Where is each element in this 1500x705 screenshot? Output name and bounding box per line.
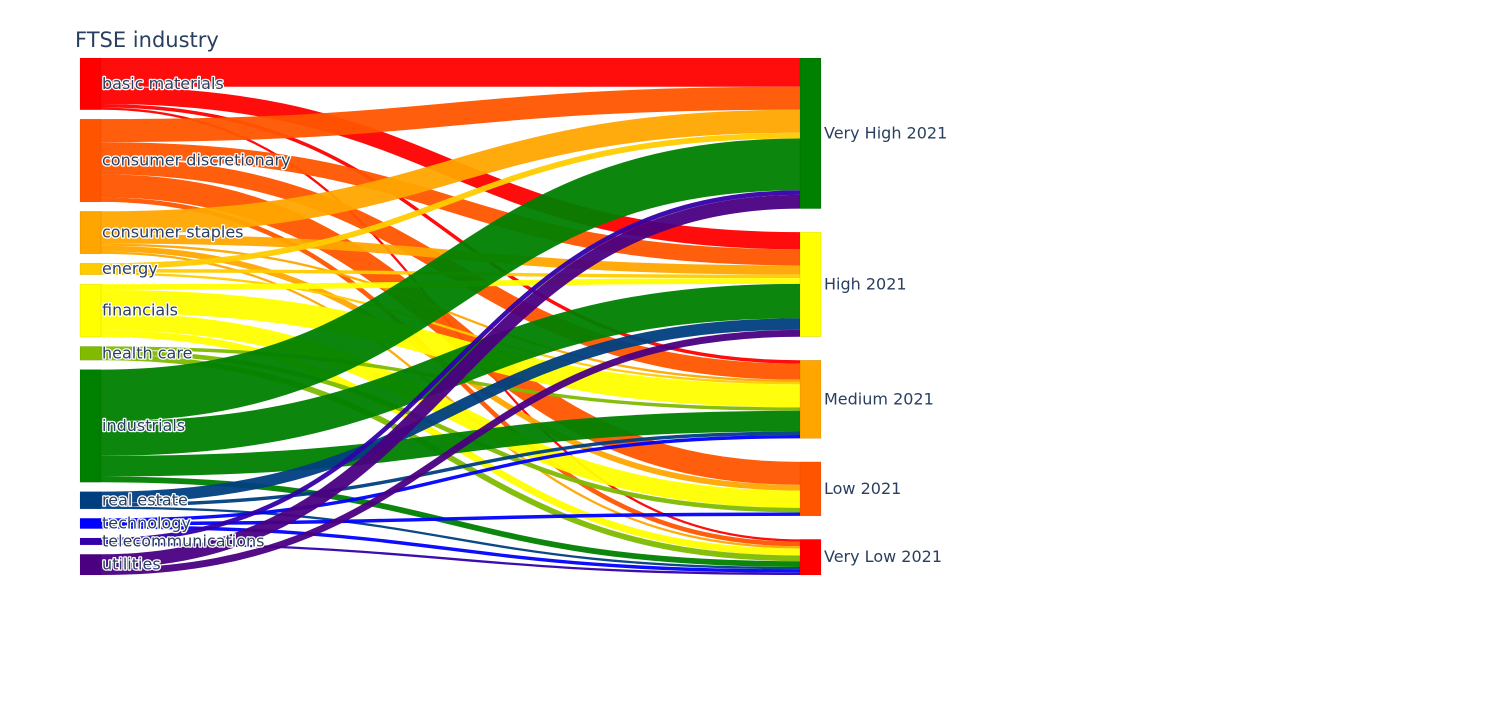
node-very-high-2021[interactable] xyxy=(799,57,822,209)
node-health-care[interactable] xyxy=(79,346,102,361)
link-industrials-to-medium-2021[interactable] xyxy=(100,410,801,477)
node-label-basic-materials: basic materials xyxy=(102,74,224,93)
link-real-estate-to-very-low-2021[interactable] xyxy=(100,506,801,570)
node-label-utilities: utilities xyxy=(102,555,161,574)
labels-layer: basic materials consumer discretionary con… xyxy=(101,73,948,575)
node-energy[interactable] xyxy=(79,262,102,275)
link-consumer-discretionary-to-very-high-2021[interactable] xyxy=(100,86,801,143)
node-label-high-2021: High 2021 xyxy=(824,274,907,293)
chart-title: FTSE industry xyxy=(75,28,219,52)
node-industrials[interactable] xyxy=(79,369,102,483)
link-utilities-to-very-high-2021[interactable] xyxy=(100,194,801,569)
node-technology[interactable] xyxy=(79,518,102,529)
node-label-medium-2021: Medium 2021 xyxy=(824,389,934,408)
node-label-industrials: industrials xyxy=(102,416,185,435)
node-financials[interactable] xyxy=(79,283,102,338)
node-label-health-care: health care xyxy=(102,343,192,362)
link-energy-to-very-high-2021[interactable] xyxy=(100,132,801,269)
node-label-consumer-discretionary: consumer discretionary xyxy=(102,151,291,170)
node-low-2021[interactable] xyxy=(799,461,822,517)
node-label-real-estate: real estate xyxy=(102,490,188,509)
nodes-layer xyxy=(79,57,822,576)
node-label-very-low-2021: Very Low 2021 xyxy=(824,547,942,566)
node-consumer-discretionary[interactable] xyxy=(79,118,102,203)
link-real-estate-to-medium-2021[interactable] xyxy=(100,431,801,507)
node-label-very-high-2021: Very High 2021 xyxy=(824,123,947,142)
node-medium-2021[interactable] xyxy=(799,359,822,439)
node-telecommunications[interactable] xyxy=(79,537,102,546)
links-layer xyxy=(100,57,801,575)
node-label-low-2021: Low 2021 xyxy=(824,479,901,498)
node-label-financials: financials xyxy=(102,301,178,320)
link-real-estate-to-high-2021[interactable] xyxy=(100,318,801,504)
link-industrials-to-high-2021[interactable] xyxy=(100,283,801,456)
node-consumer-staples[interactable] xyxy=(79,211,102,255)
node-label-energy: energy xyxy=(102,259,158,278)
node-high-2021[interactable] xyxy=(799,231,822,338)
node-label-telecommunications: telecommunications xyxy=(102,531,264,550)
link-energy-to-medium-2021[interactable] xyxy=(100,272,801,385)
node-basic-materials[interactable] xyxy=(79,57,102,110)
link-technology-to-medium-2021[interactable] xyxy=(100,434,801,522)
link-industrials-to-very-high-2021[interactable] xyxy=(100,138,801,422)
link-telecommunications-to-very-high-2021[interactable] xyxy=(100,190,801,543)
link-consumer-staples-to-medium-2021[interactable] xyxy=(100,243,801,383)
node-utilities[interactable] xyxy=(79,554,102,576)
node-label-consumer-staples: consumer staples xyxy=(102,223,244,242)
link-technology-to-very-low-2021[interactable] xyxy=(100,525,801,573)
node-very-low-2021[interactable] xyxy=(799,539,822,576)
link-financials-to-medium-2021[interactable] xyxy=(100,289,801,408)
link-consumer-staples-to-very-high-2021[interactable] xyxy=(100,109,801,235)
link-utilities-to-high-2021[interactable] xyxy=(100,329,801,575)
node-label-technology: technology xyxy=(102,513,191,532)
node-real-estate[interactable] xyxy=(79,491,102,510)
